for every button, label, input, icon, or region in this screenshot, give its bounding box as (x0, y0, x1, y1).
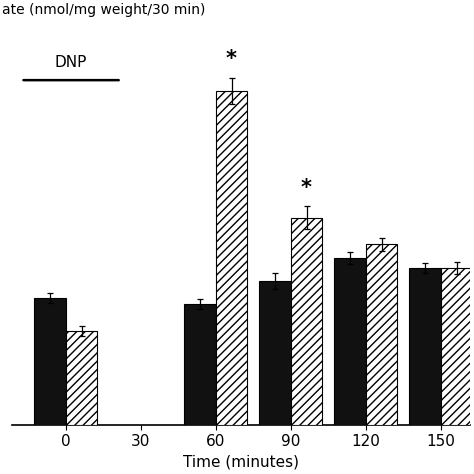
Bar (66, 331, 97, 425)
Bar (441, 268, 472, 425)
Bar (34, 298, 66, 425)
Text: *: * (301, 178, 312, 198)
Bar (291, 218, 322, 425)
Bar (334, 258, 365, 425)
X-axis label: Time (minutes): Time (minutes) (182, 455, 299, 470)
Bar (184, 304, 216, 425)
Bar (216, 91, 247, 425)
Text: *: * (226, 49, 237, 69)
Bar (409, 268, 441, 425)
Bar (365, 245, 397, 425)
Text: ate (nmol/mg weight/30 min): ate (nmol/mg weight/30 min) (2, 3, 206, 17)
Text: DNP: DNP (55, 55, 87, 70)
Bar (259, 281, 291, 425)
